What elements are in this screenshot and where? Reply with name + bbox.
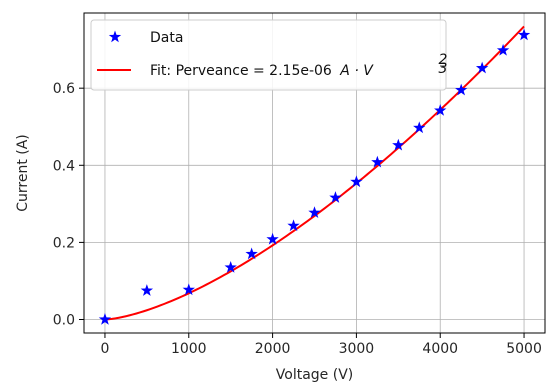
data-point (350, 175, 363, 188)
data-point (182, 283, 195, 296)
data-point (329, 191, 342, 203)
y-axis-label: Current (A) (15, 134, 31, 212)
plot-frame (83, 12, 546, 334)
legend-box (90, 19, 447, 91)
x-tick-label: 1000 (171, 341, 207, 357)
data-point (287, 219, 300, 232)
legend-exponent-numerator: 2 (439, 52, 448, 68)
legend-label-fit-units: A · V (339, 63, 374, 79)
fit-curve (104, 25, 525, 321)
data-point (455, 83, 468, 96)
x-tick-label: 2000 (255, 341, 291, 357)
data-point (517, 28, 531, 41)
data-point (308, 206, 321, 218)
data-point (98, 313, 112, 325)
x-tick-label: 5000 (506, 341, 542, 357)
data-point (434, 104, 447, 116)
legend-label-fit: Fit: Perveance = 2.15e-06 A · V (150, 63, 374, 79)
data-point (496, 43, 510, 56)
data-point (371, 155, 384, 168)
y-tick-label: 0.0 (53, 313, 75, 329)
data-series (98, 28, 531, 325)
legend-star-marker (108, 30, 122, 43)
legend-exponent-denominator: 3 (439, 61, 448, 77)
data-point (140, 284, 154, 296)
data-point (475, 61, 489, 74)
axis-ticks: 0 1000 2000 3000 4000 5000 0.0 0.2 0.4 0.6 (53, 81, 542, 357)
legend-label-fit-main: Fit: Perveance = 2.15e-06 (150, 63, 332, 79)
legend: Data Fit: Perveance = 2.15e-06 A · V 2 3 (90, 19, 448, 91)
data-point (224, 260, 237, 273)
data-point (266, 232, 279, 245)
y-tick-label: 0.4 (53, 158, 75, 174)
y-tick-label: 0.2 (53, 235, 75, 251)
legend-label-data: Data (150, 30, 183, 46)
x-tick-label: 4000 (422, 341, 458, 357)
data-point (245, 247, 258, 260)
y-tick-label: 0.6 (53, 81, 75, 97)
fit-series (104, 25, 525, 321)
data-point (392, 138, 405, 151)
x-axis-label: Voltage (V) (276, 367, 353, 383)
x-tick-label: 0 (100, 341, 109, 357)
data-point (413, 121, 426, 134)
x-tick-label: 3000 (339, 341, 375, 357)
